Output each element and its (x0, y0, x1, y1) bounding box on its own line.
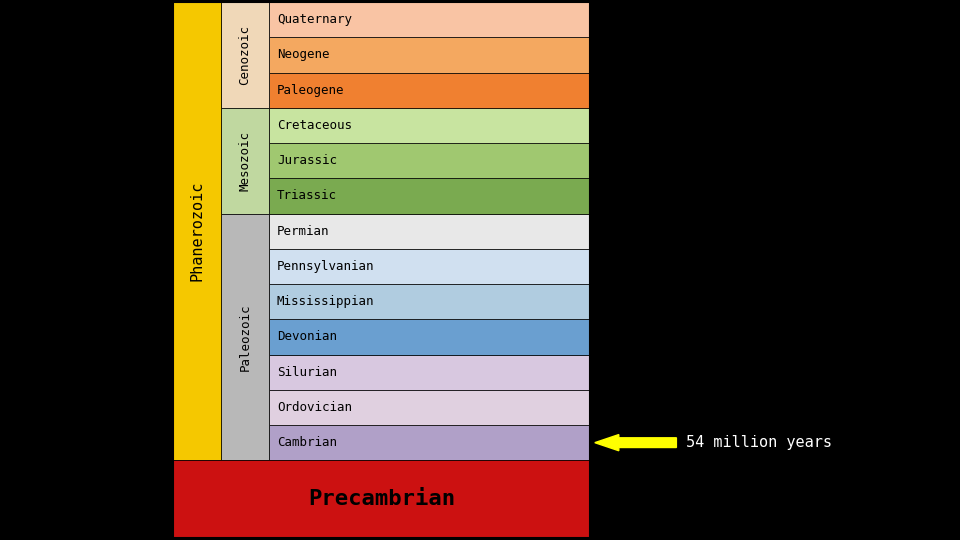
Text: Pennsylvanian: Pennsylvanian (276, 260, 374, 273)
FancyBboxPatch shape (269, 390, 590, 425)
FancyBboxPatch shape (269, 213, 590, 249)
FancyBboxPatch shape (269, 425, 590, 460)
Text: Silurian: Silurian (276, 366, 337, 379)
FancyArrow shape (595, 435, 677, 451)
Text: Cenozoic: Cenozoic (238, 25, 252, 85)
FancyBboxPatch shape (221, 108, 269, 213)
FancyBboxPatch shape (221, 213, 269, 460)
FancyBboxPatch shape (269, 319, 590, 355)
Text: Cambrian: Cambrian (276, 436, 337, 449)
FancyBboxPatch shape (269, 284, 590, 319)
Text: Quaternary: Quaternary (276, 13, 352, 26)
FancyBboxPatch shape (269, 37, 590, 72)
Text: Ordovician: Ordovician (276, 401, 352, 414)
FancyBboxPatch shape (173, 460, 590, 538)
FancyBboxPatch shape (269, 108, 590, 143)
FancyBboxPatch shape (269, 178, 590, 213)
FancyBboxPatch shape (173, 2, 221, 460)
Text: Phanerozoic: Phanerozoic (189, 181, 204, 281)
FancyBboxPatch shape (221, 2, 269, 108)
Text: Permian: Permian (276, 225, 329, 238)
Text: Mississippian: Mississippian (276, 295, 374, 308)
Text: Mesozoic: Mesozoic (238, 131, 252, 191)
FancyBboxPatch shape (269, 249, 590, 284)
Text: 54 million years: 54 million years (686, 435, 832, 450)
Text: Triassic: Triassic (276, 190, 337, 202)
FancyBboxPatch shape (269, 72, 590, 108)
Text: Paleogene: Paleogene (276, 84, 345, 97)
Text: Precambrian: Precambrian (308, 489, 455, 509)
FancyBboxPatch shape (269, 2, 590, 37)
FancyBboxPatch shape (269, 355, 590, 390)
Text: Jurassic: Jurassic (276, 154, 337, 167)
Text: Paleozoic: Paleozoic (238, 303, 252, 370)
FancyBboxPatch shape (269, 143, 590, 178)
Text: Neogene: Neogene (276, 49, 329, 62)
Text: Cretaceous: Cretaceous (276, 119, 352, 132)
Text: Devonian: Devonian (276, 330, 337, 343)
